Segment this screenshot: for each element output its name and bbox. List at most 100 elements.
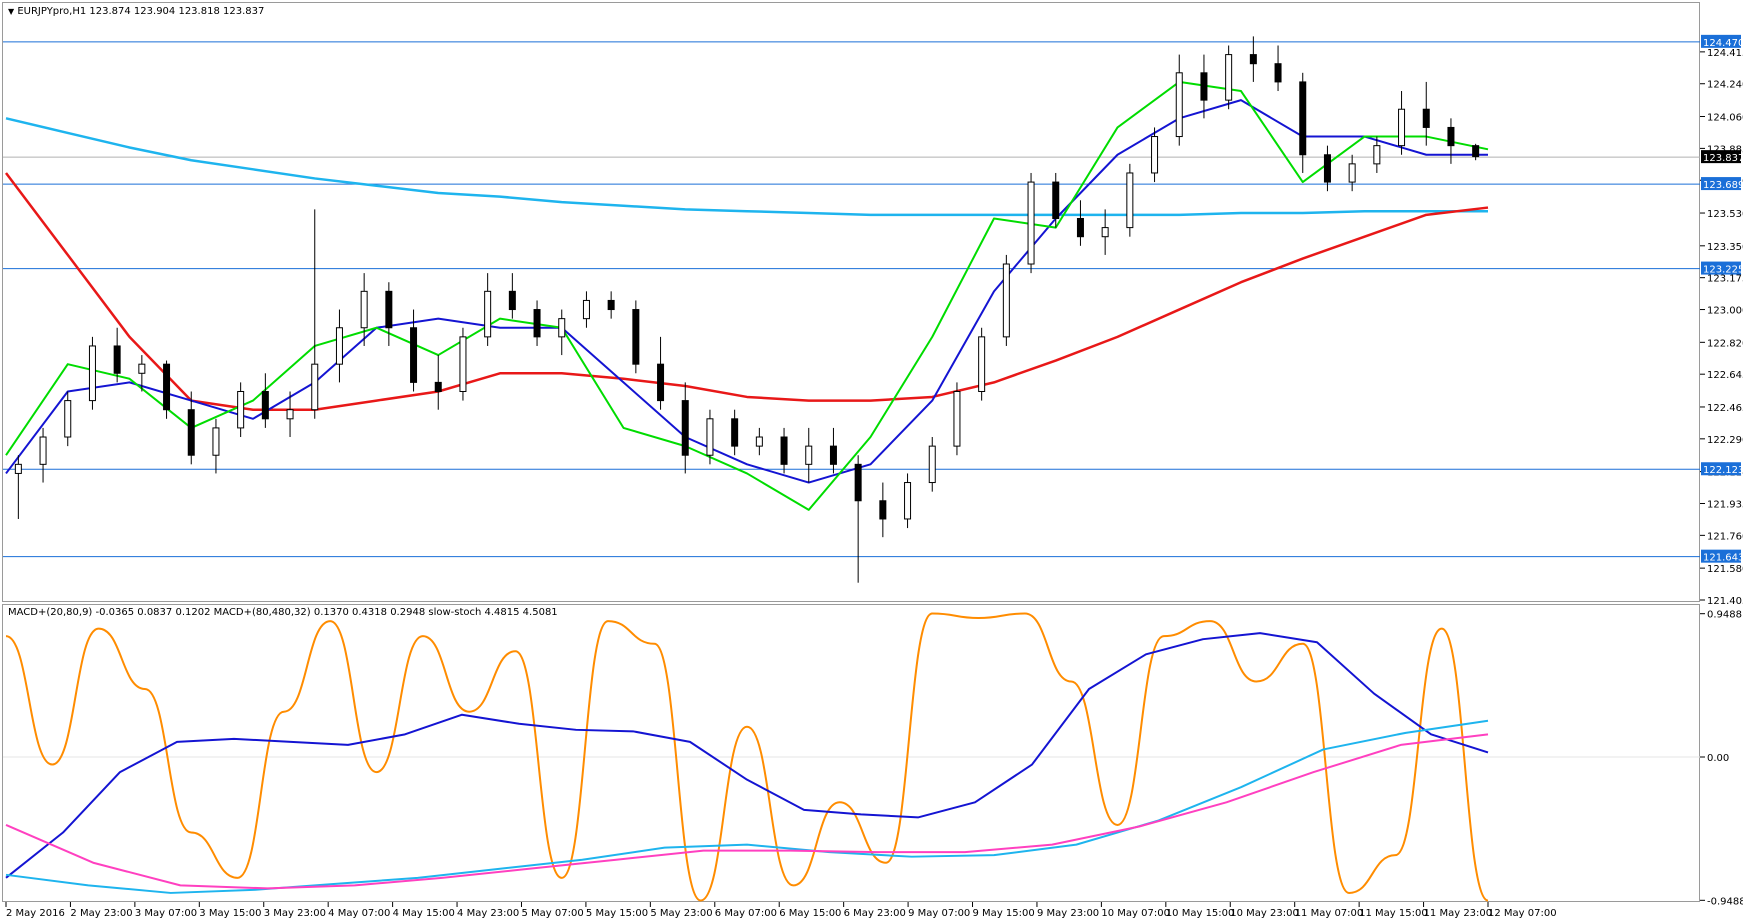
- candle-body: [657, 363, 665, 402]
- current-price-tag: [1701, 150, 1741, 164]
- y-tick-label: 122.465: [1707, 403, 1743, 414]
- candle-body: [731, 418, 739, 447]
- level-tag: [1701, 549, 1741, 563]
- x-tick-label: 10 May 07:00: [1101, 908, 1170, 919]
- symbol-header: ▼ EURJPYpro,H1 123.874 123.904 123.818 1…: [8, 6, 264, 17]
- ma-line: [5, 99, 1488, 484]
- candle-body: [138, 363, 146, 374]
- candle-body: [163, 363, 171, 411]
- candle-body: [434, 381, 442, 392]
- x-tick-label: 3 May 07:00: [135, 908, 197, 919]
- candle-body: [904, 482, 912, 520]
- x-tick-label: 11 May 23:00: [1424, 908, 1493, 919]
- stoch-line: [5, 612, 1489, 902]
- x-tick-label: 3 May 23:00: [264, 908, 326, 919]
- candle-body: [582, 299, 590, 320]
- y-tick-label: 123.175: [1707, 274, 1743, 285]
- candle-body: [1348, 163, 1356, 183]
- candle-body: [410, 327, 418, 383]
- candle-body: [928, 445, 936, 484]
- y-tick-label: 121.580: [1707, 564, 1743, 575]
- sub-y-tick-label: 0.9488: [1707, 610, 1742, 621]
- macd-line: [5, 733, 1489, 890]
- y-tick-label: 121.405: [1707, 596, 1743, 607]
- x-tick-label: 6 May 07:00: [715, 908, 777, 919]
- y-tick-label: 121.760: [1707, 531, 1743, 542]
- candle-body: [1200, 72, 1208, 101]
- candle-body: [1447, 126, 1455, 147]
- candle-body: [1274, 63, 1282, 83]
- ma-line: [5, 172, 1489, 411]
- y-tick-label: 124.240: [1707, 80, 1743, 91]
- candle-body: [113, 345, 121, 374]
- macd-line: [5, 719, 1489, 894]
- candle-body: [829, 445, 837, 465]
- y-tick-label: 123.885: [1707, 144, 1743, 155]
- collapse-icon[interactable]: ▼: [8, 7, 15, 16]
- x-tick-label: 2 May 2016: [6, 908, 65, 919]
- candle-body: [1126, 172, 1134, 229]
- level-tag: [1701, 34, 1741, 48]
- x-tick-label: 3 May 15:00: [199, 908, 261, 919]
- level-tag: [1701, 462, 1741, 476]
- candle-body: [212, 427, 220, 456]
- candle-body: [1323, 154, 1331, 183]
- x-tick-label: 5 May 07:00: [521, 908, 583, 919]
- price-panel[interactable]: [2, 2, 1700, 602]
- candle-body: [558, 318, 566, 338]
- candle-body: [1398, 108, 1406, 147]
- candle-body: [459, 336, 467, 392]
- x-tick-label: 6 May 23:00: [844, 908, 906, 919]
- candle-body: [805, 445, 813, 465]
- candle-body: [1472, 145, 1480, 158]
- candle-body: [508, 290, 516, 311]
- candle-body: [1175, 72, 1183, 138]
- candle-body: [854, 463, 862, 502]
- candle-body: [755, 436, 763, 447]
- candle-body: [64, 400, 72, 438]
- candle-body: [1002, 263, 1010, 338]
- candle-body: [1101, 227, 1109, 238]
- y-tick-label: 124.060: [1707, 113, 1743, 124]
- candle-body: [1151, 136, 1159, 174]
- candle-body: [1422, 108, 1430, 128]
- candle-body: [978, 336, 986, 392]
- x-tick-label: 10 May 23:00: [1230, 908, 1299, 919]
- y-tick-label: 122.290: [1707, 435, 1743, 446]
- x-tick-label: 4 May 07:00: [328, 908, 390, 919]
- candle-body: [1225, 54, 1233, 101]
- candle-body: [533, 309, 541, 338]
- candle-body: [681, 400, 689, 456]
- candle-body: [1076, 217, 1084, 238]
- x-tick-label: 9 May 15:00: [973, 908, 1035, 919]
- x-tick-label: 10 May 15:00: [1166, 908, 1235, 919]
- y-tick-label: 122.645: [1707, 370, 1743, 381]
- candle-body: [237, 390, 245, 429]
- candle-body: [261, 390, 269, 420]
- candle-body: [953, 390, 961, 447]
- y-tick-label: 123.350: [1707, 242, 1743, 253]
- level-tag: [1701, 177, 1741, 191]
- candle-body: [879, 500, 887, 520]
- candle-body: [607, 299, 615, 311]
- y-tick-label: 123.000: [1707, 306, 1743, 317]
- x-tick-label: 5 May 23:00: [650, 908, 712, 919]
- candle-body: [187, 409, 195, 456]
- x-tick-label: 4 May 23:00: [457, 908, 519, 919]
- x-tick-label: 9 May 23:00: [1037, 908, 1099, 919]
- candle-body: [335, 327, 343, 365]
- candle-body: [360, 290, 368, 329]
- candle-body: [1052, 181, 1060, 219]
- candle-body: [385, 290, 393, 329]
- x-tick-label: 12 May 07:00: [1488, 908, 1557, 919]
- candle-body: [14, 463, 22, 474]
- x-tick-label: 11 May 07:00: [1295, 908, 1364, 919]
- x-tick-label: 4 May 15:00: [393, 908, 455, 919]
- x-tick-label: 2 May 23:00: [70, 908, 132, 919]
- x-tick-label: 9 May 07:00: [908, 908, 970, 919]
- candle-body: [484, 290, 492, 338]
- level-tag-label: 121.643: [1703, 553, 1743, 564]
- level-tag-label: 123.689: [1703, 180, 1743, 191]
- level-tag: [1701, 261, 1741, 275]
